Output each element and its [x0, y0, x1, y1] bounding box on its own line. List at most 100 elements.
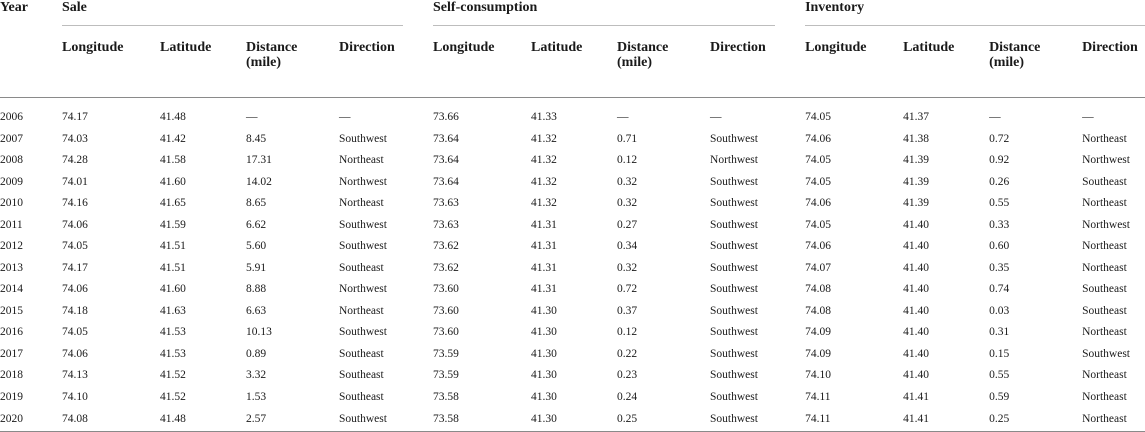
table-cell: 74.05: [805, 111, 831, 123]
table-cell: 17.31: [246, 154, 272, 167]
table-cell: 41.30: [531, 347, 557, 360]
table-cell: —: [339, 111, 351, 123]
table-cell: 74.07: [805, 261, 831, 274]
table-cell: 0.26: [989, 175, 1010, 188]
table-cell: Southeast: [339, 369, 384, 382]
table-cell: 73.60: [433, 326, 459, 339]
table-cell: 73.66: [433, 111, 459, 123]
table-cell: 0.71: [617, 132, 638, 145]
table-cell: 5.91: [246, 261, 267, 274]
table-cell: Southwest: [710, 369, 758, 382]
table-cell: 0.74: [989, 283, 1010, 296]
table-cell: 0.32: [617, 197, 638, 210]
table-cell: 0.24: [617, 390, 638, 403]
table-cell: 41.40: [903, 283, 929, 296]
table-cell: 41.60: [160, 283, 186, 296]
table-cell: 74.17: [62, 111, 88, 123]
year-header: Year: [0, 0, 28, 15]
table-cell: 0.55: [989, 197, 1010, 210]
table-cell: 41.48: [160, 111, 186, 123]
sale-distance-header: Distance (mile): [246, 28, 339, 98]
table-cell: 73.62: [433, 261, 459, 274]
table-cell: 74.05: [805, 218, 831, 231]
table-cell: 0.03: [989, 304, 1010, 317]
table-cell: Northeast: [1082, 326, 1127, 339]
table-cell: 0.92: [989, 154, 1010, 167]
table-cell: 41.40: [903, 369, 929, 382]
table-cell: Southwest: [710, 175, 758, 188]
table-cell: Southwest: [1082, 347, 1130, 360]
table-cell: Southeast: [1082, 304, 1127, 317]
group-header-self-consumption: Self-consumption: [433, 0, 805, 28]
sale-latitude-header: Latitude: [160, 40, 212, 55]
year-cell: 2020: [0, 407, 62, 432]
table-row: 2008 74.28 41.58 17.31 Northeast 73.64 41.32 0.…: [0, 150, 1145, 172]
table-cell: Northwest: [1082, 218, 1130, 231]
table-cell: 0.25: [989, 407, 1083, 432]
table-cell: 74.05: [62, 240, 88, 253]
table-cell: 74.10: [805, 369, 831, 382]
table-cell: 41.30: [531, 407, 618, 432]
table-cell: 74.10: [62, 390, 88, 403]
inventory-direction-header: Direction: [1082, 40, 1138, 55]
table-cell: Southwest: [339, 407, 434, 432]
table-cell: Northwest: [710, 154, 758, 167]
table-cell: 41.31: [531, 240, 557, 253]
table-cell: Northwest: [339, 283, 387, 296]
table-cell: 74.03: [62, 132, 88, 145]
table-cell: 41.52: [160, 390, 186, 403]
table-cell: 14.02: [246, 175, 272, 188]
table-cell: 41.31: [531, 283, 557, 296]
distance-header-line1: Distance: [246, 40, 298, 55]
table-cell: 74.18: [62, 304, 88, 317]
table-cell: 41.40: [903, 240, 929, 253]
table-cell: Southwest: [710, 261, 758, 274]
table-cell: 41.41: [903, 407, 990, 432]
sale-longitude-header: Longitude: [62, 40, 124, 55]
inventory-longitude-header: Longitude: [805, 40, 867, 55]
table-cell: Northeast: [1082, 390, 1127, 403]
table-cell: Southeast: [339, 347, 384, 360]
table-cell: Southwest: [710, 197, 758, 210]
year-cell: 2011: [0, 218, 23, 231]
table-cell: 41.53: [160, 326, 186, 339]
table-cell: Southwest: [339, 132, 387, 145]
table-cell: Southwest: [710, 326, 758, 339]
table-cell: 41.60: [160, 175, 186, 188]
table-cell: 74.06: [62, 347, 88, 360]
year-cell: 2017: [0, 347, 23, 360]
table-cell: 0.37: [617, 304, 638, 317]
table-row: 2009 74.01 41.60 14.02 Northwest 73.64 41.32 0.…: [0, 171, 1145, 193]
table-row: 2007 74.03 41.42 8.45 Southwest 73.64 41.32 0.7…: [0, 128, 1145, 150]
table-cell: 74.11: [805, 407, 904, 432]
table-cell: 41.59: [160, 218, 186, 231]
table-cell: 41.30: [531, 390, 557, 403]
table-cell: 73.64: [433, 154, 459, 167]
table-cell: 73.59: [433, 347, 459, 360]
year-cell: 2008: [0, 154, 23, 167]
table-cell: 74.09: [805, 347, 831, 360]
table-cell: 41.40: [903, 304, 929, 317]
table-cell: 41.65: [160, 197, 186, 210]
table-cell: 8.88: [246, 283, 267, 296]
group-header-sale: Sale: [62, 0, 433, 28]
table-cell: 0.23: [617, 369, 638, 382]
table-cell: 74.17: [62, 261, 88, 274]
table-cell: 0.33: [989, 218, 1010, 231]
table-cell: 41.42: [160, 132, 186, 145]
table-cell: 0.12: [617, 154, 638, 167]
table-cell: 41.30: [531, 304, 557, 317]
table-cell: 0.25: [617, 407, 711, 432]
table-cell: —: [617, 111, 629, 123]
table-cell: 0.32: [617, 261, 638, 274]
year-cell: 2018: [0, 369, 23, 382]
table-cell: Northeast: [339, 197, 384, 210]
table-cell: Southwest: [710, 240, 758, 253]
table-header: Year Sale Self-consumption Inventory Lon…: [0, 0, 1145, 98]
table-cell: 0.59: [989, 390, 1010, 403]
table-cell: 74.05: [805, 154, 831, 167]
table-cell: 73.59: [433, 369, 459, 382]
table-cell: —: [710, 111, 722, 123]
table-cell: 73.64: [433, 175, 459, 188]
